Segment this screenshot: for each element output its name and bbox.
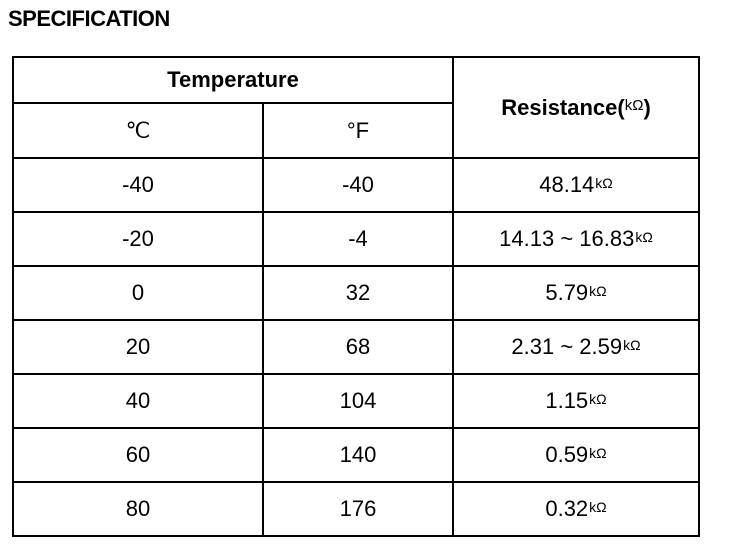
resistance-cell: 5.79kΩ bbox=[452, 265, 700, 321]
celsius-cell: -20 bbox=[12, 211, 264, 267]
celsius-cell: 0 bbox=[12, 265, 264, 321]
resistance-cell: 1.15kΩ bbox=[452, 373, 700, 429]
header-resistance: Resistance(kΩ) bbox=[452, 56, 700, 159]
table-row: -20 -4 14.13 ~ 16.83kΩ bbox=[12, 211, 700, 267]
page-title: SPECIFICATION bbox=[8, 6, 170, 31]
resistance-cell: 2.31 ~ 2.59kΩ bbox=[452, 319, 700, 375]
specification-table: Temperature Resistance(kΩ) ℃ °F -40 -40 48… bbox=[12, 56, 700, 537]
resistance-cell: 14.13 ~ 16.83kΩ bbox=[452, 211, 700, 267]
header-temperature: Temperature bbox=[12, 56, 454, 104]
resistance-cell: 48.14kΩ bbox=[452, 157, 700, 213]
header-celsius: ℃ bbox=[12, 102, 264, 159]
celsius-cell: 40 bbox=[12, 373, 264, 429]
fahrenheit-cell: 32 bbox=[262, 265, 454, 321]
fahrenheit-cell: -4 bbox=[262, 211, 454, 267]
header-fahrenheit: °F bbox=[262, 102, 454, 159]
table-row: 40 104 1.15kΩ bbox=[12, 373, 700, 429]
celsius-cell: 20 bbox=[12, 319, 264, 375]
celsius-cell: 80 bbox=[12, 481, 264, 537]
table-row: 60 140 0.59kΩ bbox=[12, 427, 700, 483]
table-row: 20 68 2.31 ~ 2.59kΩ bbox=[12, 319, 700, 375]
resistance-cell: 0.59kΩ bbox=[452, 427, 700, 483]
fahrenheit-cell: 104 bbox=[262, 373, 454, 429]
celsius-cell: 60 bbox=[12, 427, 264, 483]
table-row: -40 -40 48.14kΩ bbox=[12, 157, 700, 213]
table-row: 0 32 5.79kΩ bbox=[12, 265, 700, 321]
fahrenheit-cell: -40 bbox=[262, 157, 454, 213]
table-row: 80 176 0.32kΩ bbox=[12, 481, 700, 537]
resistance-cell: 0.32kΩ bbox=[452, 481, 700, 537]
fahrenheit-cell: 176 bbox=[262, 481, 454, 537]
celsius-cell: -40 bbox=[12, 157, 264, 213]
fahrenheit-cell: 68 bbox=[262, 319, 454, 375]
fahrenheit-cell: 140 bbox=[262, 427, 454, 483]
